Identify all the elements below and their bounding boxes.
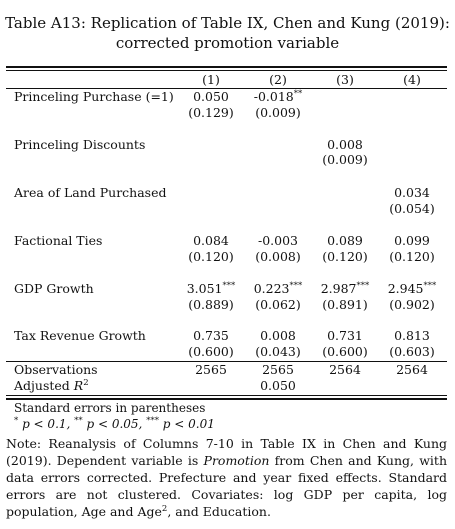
se-cell: (0.600) [188, 344, 234, 359]
se-cell: (0.009) [322, 152, 368, 167]
table-caption: Table A13: Replication of Table IX, Chen… [0, 13, 455, 53]
coef-cell: 0.223*** [253, 281, 303, 296]
observations-label: Observations [14, 362, 98, 377]
adjusted-r2-label: Adjusted R2 [14, 378, 89, 393]
row-label: Princeling Discounts [14, 137, 146, 152]
coef-cell: 0.034 [394, 185, 430, 200]
coef-cell: 3.051*** [186, 281, 236, 296]
table-note: Note: Reanalysis of Columns 7-10 in Tabl… [6, 436, 447, 519]
se-cell: (0.043) [255, 344, 301, 359]
coef-cell: -0.003 [257, 233, 298, 248]
column-header-3: (3) [336, 72, 354, 87]
observations-cell: 2565 [262, 362, 294, 377]
se-cell: (0.120) [188, 249, 234, 264]
se-cell: (0.009) [255, 105, 301, 120]
coef-cell: 0.008 [327, 137, 363, 152]
row-label: Factional Ties [14, 233, 103, 248]
caption-line-1: Table A13: Replication of Table IX, Chen… [5, 14, 450, 32]
coef-cell: 0.731 [327, 328, 363, 343]
observations-cell: 2565 [195, 362, 227, 377]
se-cell: (0.603) [389, 344, 435, 359]
column-header-4: (4) [403, 72, 421, 87]
row-label: Tax Revenue Growth [14, 328, 146, 343]
se-cell: (0.120) [322, 249, 368, 264]
se-cell: (0.054) [389, 201, 435, 216]
stats-rule [6, 361, 447, 362]
observations-cell: 2564 [396, 362, 428, 377]
column-header-2: (2) [269, 72, 287, 87]
se-cell: (0.891) [322, 297, 368, 312]
row-label: GDP Growth [14, 281, 94, 296]
caption-line-2: corrected promotion variable [115, 34, 340, 52]
top-rule-inner [6, 70, 447, 71]
se-cell: (0.120) [389, 249, 435, 264]
bottom-rule [6, 398, 447, 400]
coef-cell: 0.089 [327, 233, 363, 248]
column-header-1: (1) [202, 72, 220, 87]
row-label: Area of Land Purchased [14, 185, 167, 200]
se-cell: (0.600) [322, 344, 368, 359]
top-rule [6, 66, 447, 68]
coef-cell: -0.018** [253, 89, 303, 104]
coef-cell: 2.987*** [320, 281, 370, 296]
coef-cell: 0.735 [193, 328, 229, 343]
coef-cell: 0.813 [394, 328, 430, 343]
bottom-rule-inner [6, 395, 447, 396]
adjusted-r2-cell: 0.050 [260, 378, 296, 393]
row-label: Princeling Purchase (=1) [14, 89, 174, 104]
header-rule [6, 88, 447, 89]
se-cell: (0.889) [188, 297, 234, 312]
se-cell: (0.129) [188, 105, 234, 120]
observations-cell: 2564 [329, 362, 361, 377]
se-cell: (0.062) [255, 297, 301, 312]
se-cell: (0.902) [389, 297, 435, 312]
coef-cell: 2.945*** [387, 281, 437, 296]
coef-cell: 0.008 [260, 328, 296, 343]
coef-cell: 0.099 [394, 233, 430, 248]
coef-cell: 0.084 [193, 233, 229, 248]
significance-note: * p < 0.1, ** p < 0.05, *** p < 0.01 [14, 416, 215, 431]
coef-cell: 0.050 [193, 89, 229, 104]
standard-errors-note: Standard errors in parentheses [14, 401, 206, 415]
se-cell: (0.008) [255, 249, 301, 264]
